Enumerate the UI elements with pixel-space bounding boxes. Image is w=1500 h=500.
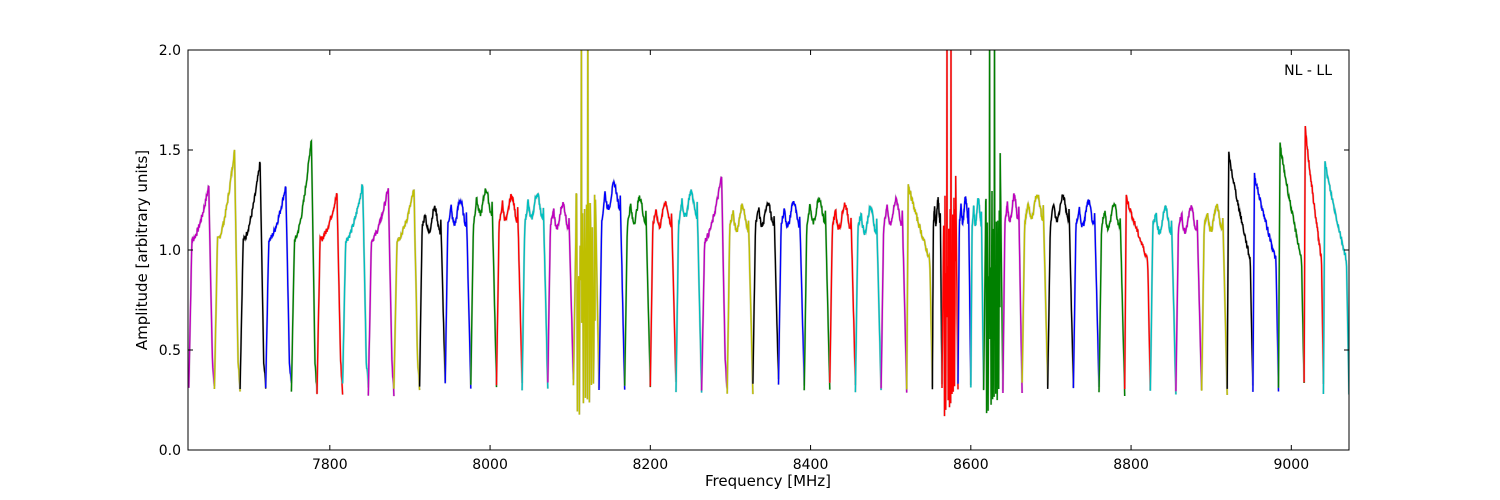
series-line bbox=[726, 203, 754, 395]
y-ticks: 0.0 0.5 1.0 1.5 2.0 bbox=[159, 43, 1349, 459]
series-line bbox=[1149, 205, 1177, 395]
x-tick-label: 9000 bbox=[1273, 457, 1309, 473]
series-line bbox=[1098, 202, 1126, 397]
series-line bbox=[803, 197, 831, 391]
series-line bbox=[931, 197, 943, 390]
y-tick-label: 1.5 bbox=[159, 143, 181, 159]
series-line bbox=[547, 201, 575, 383]
series-line bbox=[188, 184, 216, 388]
series-line bbox=[290, 139, 318, 394]
y-tick-label: 0.0 bbox=[159, 443, 181, 459]
series-line bbox=[880, 194, 908, 393]
series-line bbox=[598, 178, 626, 391]
series-line bbox=[970, 198, 985, 390]
series-line bbox=[1072, 199, 1100, 389]
series-line bbox=[1322, 161, 1349, 395]
series-line bbox=[1021, 194, 1049, 386]
series-line bbox=[1200, 203, 1228, 396]
series-line bbox=[1303, 125, 1325, 385]
series-line bbox=[957, 196, 972, 386]
y-tick-label: 1.0 bbox=[159, 243, 181, 259]
series-line bbox=[1226, 151, 1254, 389]
series-line bbox=[393, 189, 421, 391]
series-line bbox=[624, 195, 651, 388]
series-line bbox=[316, 192, 344, 395]
series-line bbox=[649, 200, 677, 387]
series-line bbox=[1002, 193, 1023, 394]
series-line bbox=[418, 205, 446, 387]
series-line bbox=[829, 202, 857, 386]
series-line bbox=[777, 201, 805, 386]
x-tick-label: 8400 bbox=[793, 457, 829, 473]
series-line bbox=[213, 149, 241, 392]
series-line bbox=[982, 50, 1004, 414]
series-line bbox=[444, 198, 472, 389]
y-axis-label: Amplitude [arbitrary units] bbox=[133, 150, 151, 350]
series-line bbox=[675, 189, 703, 393]
x-axis-label: Frequency [MHz] bbox=[705, 472, 831, 490]
series-line bbox=[752, 201, 780, 384]
x-tick-label: 7800 bbox=[312, 457, 348, 473]
x-tick-label: 8600 bbox=[953, 457, 989, 473]
series-line bbox=[941, 50, 959, 417]
series-line bbox=[1252, 172, 1280, 392]
series-line bbox=[367, 188, 395, 397]
series-line bbox=[906, 184, 934, 390]
series-line bbox=[341, 184, 369, 388]
y-tick-label: 2.0 bbox=[159, 43, 181, 59]
series-line bbox=[1175, 205, 1203, 392]
y-tick-label: 0.5 bbox=[159, 343, 181, 359]
series-line bbox=[470, 188, 498, 388]
x-tick-label: 8800 bbox=[1113, 457, 1149, 473]
series-line bbox=[1124, 194, 1151, 391]
x-tick-label: 8000 bbox=[472, 457, 508, 473]
series-line bbox=[1047, 194, 1075, 389]
x-tick-label: 8200 bbox=[632, 457, 668, 473]
series-layer bbox=[188, 50, 1349, 417]
series-line bbox=[572, 50, 600, 415]
series-line bbox=[495, 193, 523, 386]
annotation-label: NL - LL bbox=[1284, 63, 1332, 79]
series-line bbox=[521, 192, 549, 391]
plot-area bbox=[188, 50, 1349, 450]
series-line bbox=[1277, 142, 1305, 388]
series-line bbox=[700, 176, 728, 391]
series-line bbox=[854, 205, 882, 393]
series-line bbox=[239, 161, 267, 390]
series-line bbox=[265, 186, 293, 388]
x-ticks: 7800 8000 8200 8400 8600 8800 9000 bbox=[312, 50, 1309, 473]
